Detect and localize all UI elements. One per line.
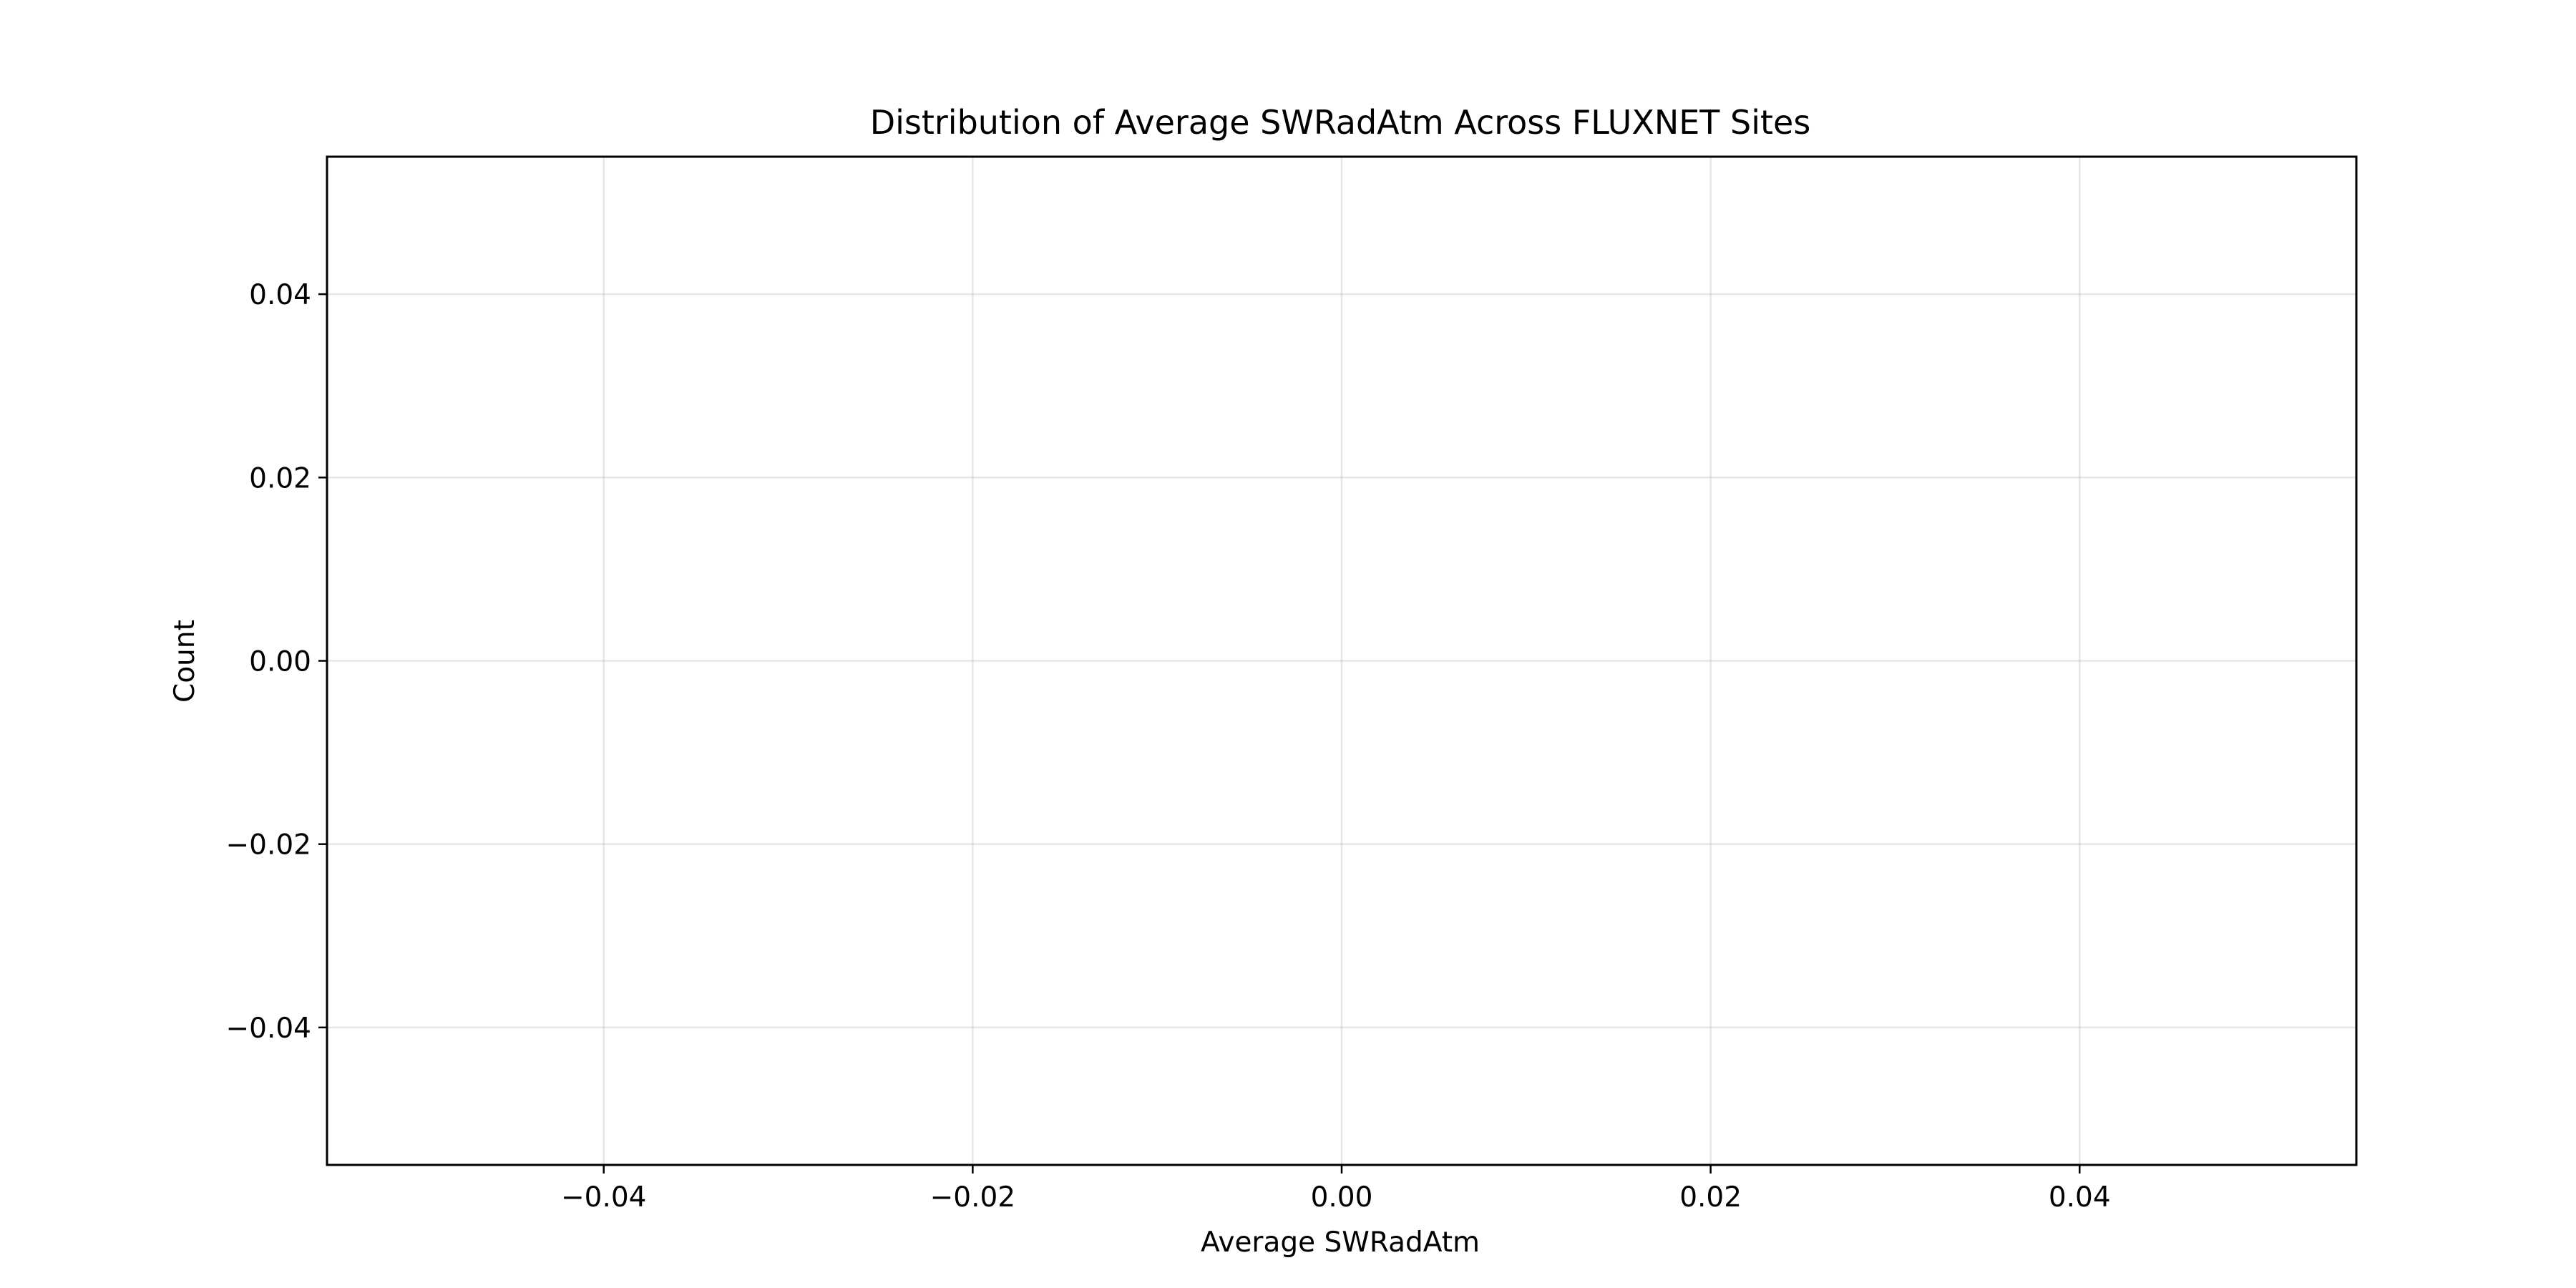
y-tick-label: 0.00 bbox=[249, 646, 311, 678]
tick-layer: −0.04 −0.02 0.00 0.02 0.04 −0.04 −0.02 0.00 0.02… bbox=[225, 279, 2110, 1214]
chart-title: Distribution of Average SWRadAtm Across … bbox=[870, 103, 1811, 142]
x-tick-label: 0.00 bbox=[1311, 1181, 1373, 1214]
y-tick-label: −0.02 bbox=[225, 829, 311, 862]
x-tick-label: −0.04 bbox=[561, 1181, 647, 1214]
y-tick-label: −0.04 bbox=[225, 1013, 311, 1045]
x-tick-label: −0.02 bbox=[930, 1181, 1016, 1214]
grid-layer bbox=[327, 157, 2356, 1165]
x-tick-label: 0.04 bbox=[2049, 1181, 2111, 1214]
x-tick-label: 0.02 bbox=[1679, 1181, 1742, 1214]
y-axis-label: Count bbox=[169, 620, 201, 703]
y-tick-label: 0.02 bbox=[249, 462, 311, 494]
x-axis-label: Average SWRadAtm bbox=[1201, 1226, 1480, 1259]
y-tick-label: 0.04 bbox=[249, 279, 311, 311]
